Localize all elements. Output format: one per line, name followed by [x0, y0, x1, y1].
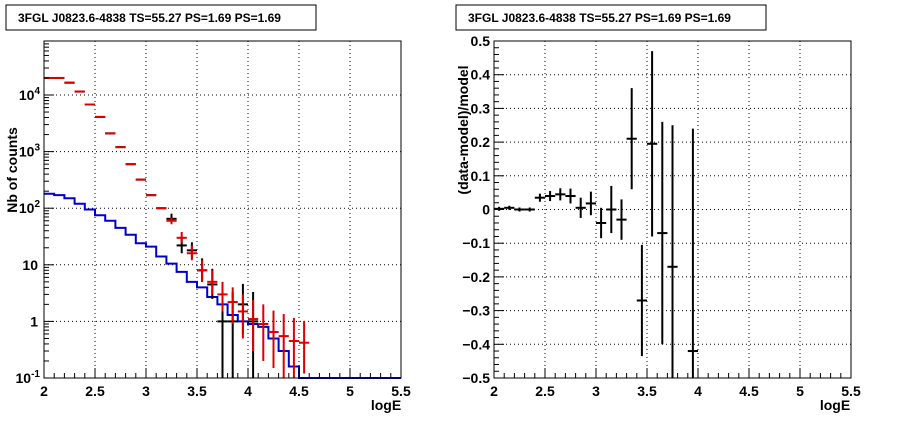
- left-grid: [44, 41, 401, 378]
- left-plot-frame: [43, 40, 402, 379]
- right-data: [494, 51, 698, 378]
- x-tick-label: 3.5: [187, 383, 207, 399]
- right-y-axis-label: (data-model)/model: [455, 65, 471, 194]
- right-title-box: [455, 4, 767, 31]
- x-tick-label: 4: [694, 383, 702, 399]
- left-ticks: 2 2.5 3 3.5 4 4.5 5 5.5 10-1 1 10 102 103 104: [16, 40, 411, 399]
- right-chart-panel: 3FGL J0823.6-4838 TS=55.27 PS=1.69 PS=1.…: [455, 4, 861, 413]
- y-tick-label: 0: [482, 202, 490, 218]
- left-data: [44, 76, 401, 379]
- y-tick-label: −0.2: [462, 269, 490, 285]
- y-tick-label: 1: [30, 313, 38, 329]
- y-tick-label: 104: [19, 86, 41, 103]
- x-tick-label: 2: [490, 383, 498, 399]
- x-tick-label: 5.5: [391, 383, 411, 399]
- x-tick-label: 3.5: [637, 383, 657, 399]
- left-title-box: [5, 4, 317, 31]
- x-tick-label: 4.5: [289, 383, 309, 399]
- y-tick-label: −0.4: [462, 336, 490, 352]
- right-x-axis-label: logE: [820, 397, 850, 413]
- y-tick-label: 10: [22, 257, 38, 273]
- left-y-axis-label: Nb of counts: [4, 127, 20, 213]
- x-tick-label: 3: [592, 383, 600, 399]
- right-grid: [494, 41, 851, 378]
- y-tick-label: 0.3: [471, 100, 491, 116]
- x-tick-label: 3: [142, 383, 150, 399]
- x-tick-label: 2: [40, 383, 48, 399]
- y-tick-label: −0.5: [462, 370, 490, 386]
- left-chart-panel: 3FGL J0823.6-4838 TS=55.27 PS=1.69 PS=1.…: [4, 4, 411, 413]
- y-tick-label: 103: [19, 143, 41, 160]
- y-tick-label: 0.4: [471, 67, 491, 83]
- left-x-axis-label: logE: [371, 397, 401, 413]
- x-tick-label: 4.5: [739, 383, 759, 399]
- y-tick-label: 10-1: [16, 369, 41, 386]
- x-tick-label: 5: [796, 383, 804, 399]
- y-tick-label: 0.1: [471, 168, 491, 184]
- y-tick-label: −0.1: [462, 235, 490, 251]
- x-tick-label: 5.5: [841, 383, 861, 399]
- left-chart-title: 3FGL J0823.6-4838 TS=55.27 PS=1.69 PS=1.…: [18, 11, 281, 25]
- right-ticks: 2 2.5 3 3.5 4 4.5 5 5.5 −0.5 −0.4 −0.3 −0.2 −0.1 0 0.1…: [462, 33, 861, 399]
- x-tick-label: 4: [244, 383, 252, 399]
- x-tick-label: 2.5: [535, 383, 555, 399]
- y-tick-label: −0.3: [462, 303, 490, 319]
- y-tick-label: 0.5: [471, 33, 491, 49]
- right-chart-title: 3FGL J0823.6-4838 TS=55.27 PS=1.69 PS=1.…: [468, 11, 731, 25]
- y-tick-label: 0.2: [471, 134, 491, 150]
- x-tick-label: 5: [346, 383, 354, 399]
- x-tick-label: 2.5: [85, 383, 105, 399]
- y-tick-label: 102: [19, 199, 41, 216]
